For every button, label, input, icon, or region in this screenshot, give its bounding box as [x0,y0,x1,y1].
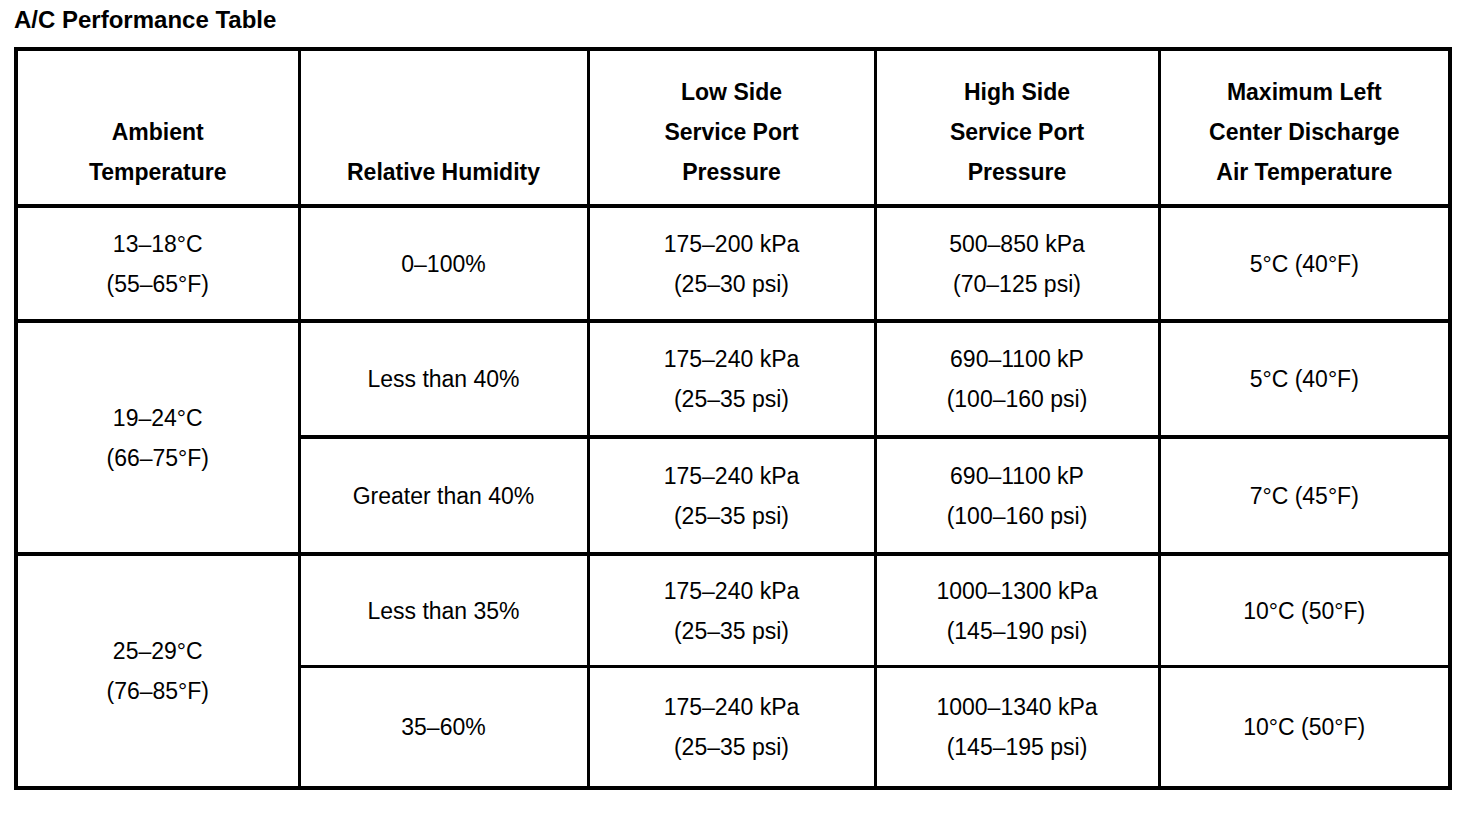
table-header-row: Ambient Temperature Relative Humidity Lo… [16,49,1450,206]
cell-humidity-g2r2: Greater than 40% [299,437,588,554]
cell-line: 1000–1300 kPa [877,571,1158,611]
cell-line: 1000–1340 kPa [877,687,1158,727]
cell-line: (66–75°F) [18,438,298,478]
cell-humidity-g2r1: Less than 40% [299,321,588,437]
cell-line: 10°C (50°F) [1161,591,1449,631]
header-line: Pressure [590,152,874,192]
header-line: High Side [877,72,1158,112]
cell-line: (25–35 psi) [590,496,874,536]
ac-performance-table: Ambient Temperature Relative Humidity Lo… [14,47,1452,790]
cell-line: 25–29°C [18,631,298,671]
cell-max-discharge-g2r1: 5°C (40°F) [1159,321,1450,437]
cell-high-pressure-g2r1: 690–1100 kP (100–160 psi) [875,321,1159,437]
cell-line: 175–240 kPa [590,687,874,727]
cell-line: 690–1100 kP [877,339,1158,379]
cell-line: (25–35 psi) [590,611,874,651]
cell-line: 175–240 kPa [590,339,874,379]
cell-high-pressure-g1r1: 500–850 kPa (70–125 psi) [875,206,1159,321]
header-line: Center Discharge [1161,112,1449,152]
cell-humidity-g3r2: 35–60% [299,667,588,789]
cell-line: 500–850 kPa [877,224,1158,264]
table-row: 19–24°C (66–75°F) Less than 40% 175–240 … [16,321,1450,437]
cell-line: (145–190 psi) [877,611,1158,651]
header-line: Service Port [590,112,874,152]
cell-high-pressure-g3r1: 1000–1300 kPa (145–190 psi) [875,554,1159,667]
header-line: Low Side [590,72,874,112]
cell-line: (25–30 psi) [590,264,874,304]
header-high-side-pressure: High Side Service Port Pressure [875,49,1159,206]
header-line: Pressure [877,152,1158,192]
cell-low-pressure-g2r2: 175–240 kPa (25–35 psi) [588,437,875,554]
cell-line: (25–35 psi) [590,727,874,767]
cell-line: 175–240 kPa [590,571,874,611]
header-line: Ambient [18,112,298,152]
cell-line: 175–240 kPa [590,456,874,496]
table-row: 13–18°C (55–65°F) 0–100% 175–200 kPa (25… [16,206,1450,321]
cell-high-pressure-g3r2: 1000–1340 kPa (145–195 psi) [875,667,1159,789]
cell-line: 10°C (50°F) [1161,707,1449,747]
cell-low-pressure-g3r1: 175–240 kPa (25–35 psi) [588,554,875,667]
cell-line: 13–18°C [18,224,298,264]
cell-low-pressure-g3r2: 175–240 kPa (25–35 psi) [588,667,875,789]
cell-low-pressure-g1r1: 175–200 kPa (25–30 psi) [588,206,875,321]
cell-line: (76–85°F) [18,671,298,711]
cell-line: 5°C (40°F) [1161,359,1449,399]
cell-line: (70–125 psi) [877,264,1158,304]
cell-line: (100–160 psi) [877,379,1158,419]
cell-low-pressure-g2r1: 175–240 kPa (25–35 psi) [588,321,875,437]
header-low-side-pressure: Low Side Service Port Pressure [588,49,875,206]
page-title: A/C Performance Table [14,6,276,34]
cell-line: 7°C (45°F) [1161,476,1449,516]
cell-max-discharge-g3r2: 10°C (50°F) [1159,667,1450,789]
header-line: Air Temperature [1161,152,1449,192]
cell-high-pressure-g2r2: 690–1100 kP (100–160 psi) [875,437,1159,554]
cell-humidity-g1r1: 0–100% [299,206,588,321]
cell-line: 19–24°C [18,398,298,438]
table-row: 25–29°C (76–85°F) Less than 35% 175–240 … [16,554,1450,667]
cell-line: 5°C (40°F) [1161,244,1449,284]
document-page: A/C Performance Table Ambient Temperatur… [0,0,1472,832]
cell-line: (25–35 psi) [590,379,874,419]
cell-line: Less than 40% [301,359,587,399]
cell-line: 690–1100 kP [877,456,1158,496]
header-ambient-temperature: Ambient Temperature [16,49,299,206]
header-line: Service Port [877,112,1158,152]
cell-ambient-group1: 13–18°C (55–65°F) [16,206,299,321]
cell-line: Less than 35% [301,591,587,631]
cell-line: 0–100% [301,244,587,284]
cell-ambient-group3: 25–29°C (76–85°F) [16,554,299,788]
cell-line: Greater than 40% [301,476,587,516]
cell-line: (145–195 psi) [877,727,1158,767]
header-relative-humidity: Relative Humidity [299,49,588,206]
cell-max-discharge-g1r1: 5°C (40°F) [1159,206,1450,321]
cell-humidity-g3r1: Less than 35% [299,554,588,667]
header-line: Relative Humidity [301,152,587,192]
cell-max-discharge-g3r1: 10°C (50°F) [1159,554,1450,667]
header-line: Temperature [18,152,298,192]
header-line: Maximum Left [1161,72,1449,112]
cell-line: 35–60% [301,707,587,747]
header-max-discharge-air-temp: Maximum Left Center Discharge Air Temper… [1159,49,1450,206]
cell-ambient-group2: 19–24°C (66–75°F) [16,321,299,554]
cell-max-discharge-g2r2: 7°C (45°F) [1159,437,1450,554]
cell-line: 175–200 kPa [590,224,874,264]
cell-line: (55–65°F) [18,264,298,304]
cell-line: (100–160 psi) [877,496,1158,536]
